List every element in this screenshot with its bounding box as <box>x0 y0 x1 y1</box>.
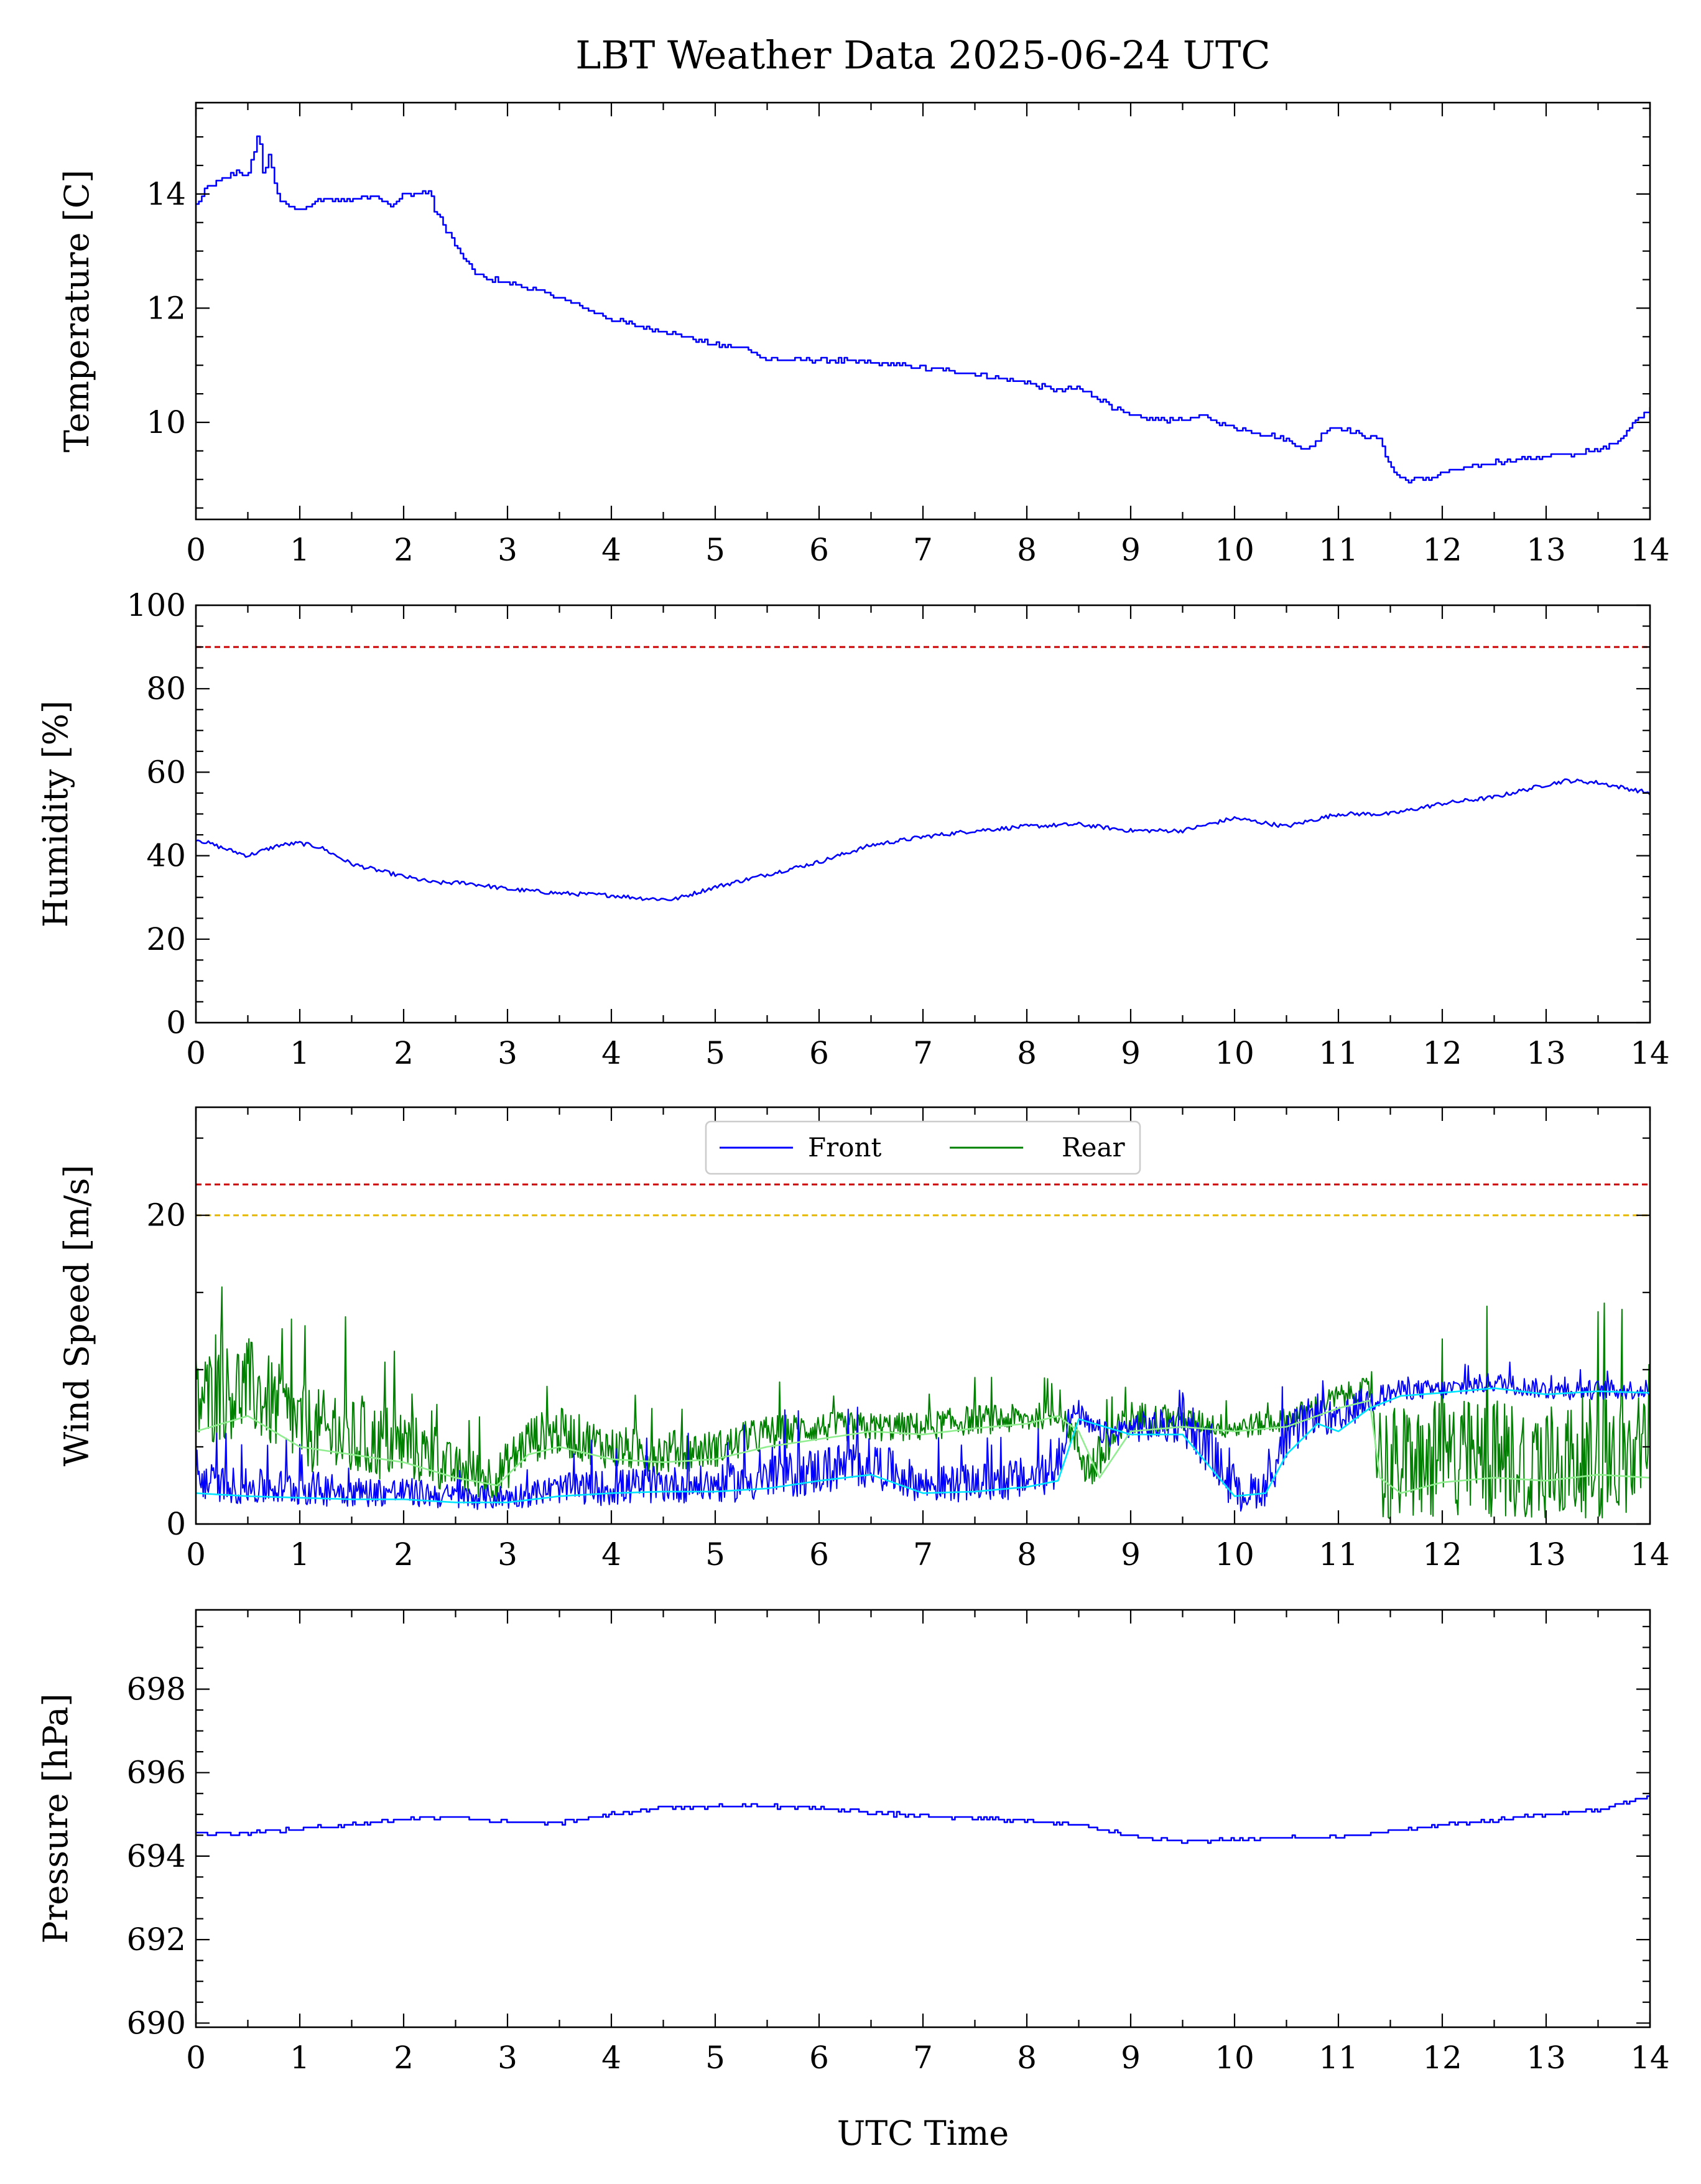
pressure-x-tick-label: 0 <box>186 2040 206 2076</box>
temperature-y-tick-label: 12 <box>146 290 186 326</box>
pressure-y-tick-label: 692 <box>127 1921 186 1958</box>
humidity-x-tick-label: 11 <box>1319 1035 1358 1071</box>
wind-speed-series-rear-average <box>196 1400 1650 1494</box>
wind-speed-y-tick-label: 0 <box>166 1506 186 1542</box>
humidity-panel: 0 1 2 3 4 5 6 7 8 9 10 11 12 13 14020406080100Humidity… <box>36 587 1670 1071</box>
humidity-y-tick-label: 100 <box>127 587 186 623</box>
chart-title: LBT Weather Data 2025-06-24 UTC <box>575 32 1270 78</box>
humidity-x-tick-label: 4 <box>601 1035 621 1071</box>
wind-speed-y-axis-label: Wind Speed [m/s] <box>57 1165 96 1467</box>
temperature-y-tick-label: 14 <box>146 176 186 212</box>
wind-speed-x-tick-label: 9 <box>1121 1536 1141 1573</box>
humidity-series-data <box>196 778 1650 901</box>
pressure-x-tick-label: 1 <box>290 2040 310 2076</box>
pressure-x-tick-label: 8 <box>1017 2040 1037 2076</box>
pressure-x-tick-label: 11 <box>1319 2040 1358 2076</box>
pressure-x-tick-label: 7 <box>913 2040 933 2076</box>
x-axis-label: UTC Time <box>837 2114 1009 2153</box>
wind-speed-x-tick-label: 14 <box>1630 1536 1670 1573</box>
humidity-x-tick-label: 5 <box>705 1035 725 1071</box>
temperature-x-tick-label: 4 <box>601 532 621 568</box>
temperature-y-axis-label: Temperature [C] <box>57 170 96 452</box>
wind-speed-x-tick-label: 1 <box>290 1536 310 1573</box>
legend-label-rear: Rear <box>1062 1132 1126 1163</box>
pressure-x-tick-label: 14 <box>1630 2040 1670 2076</box>
humidity-x-tick-label: 3 <box>498 1035 517 1071</box>
temperature-series-data <box>196 135 1650 484</box>
pressure-x-tick-label: 9 <box>1121 2040 1141 2076</box>
wind-speed-x-tick-label: 4 <box>601 1536 621 1573</box>
wind-speed-x-tick-label: 7 <box>913 1536 933 1573</box>
humidity-x-tick-label: 6 <box>809 1035 829 1071</box>
temperature-x-tick-label: 12 <box>1422 532 1462 568</box>
humidity-x-tick-label: 14 <box>1630 1035 1670 1071</box>
pressure-x-tick-label: 2 <box>394 2040 414 2076</box>
humidity-x-tick-label: 12 <box>1422 1035 1462 1071</box>
humidity-y-tick-label: 20 <box>146 921 186 957</box>
humidity-y-tick-label: 80 <box>146 671 186 707</box>
temperature-x-tick-label: 14 <box>1630 532 1670 568</box>
humidity-x-tick-label: 13 <box>1526 1035 1566 1071</box>
pressure-x-tick-label: 10 <box>1215 2040 1254 2076</box>
temperature-x-tick-label: 1 <box>290 532 310 568</box>
pressure-y-tick-label: 698 <box>127 1671 186 1707</box>
wind-speed-x-tick-label: 5 <box>705 1536 725 1573</box>
pressure-x-tick-label: 12 <box>1422 2040 1462 2076</box>
legend-box <box>705 1120 1141 1175</box>
temperature-x-tick-label: 11 <box>1319 532 1358 568</box>
pressure-x-tick-label: 5 <box>705 2040 725 2076</box>
pressure-y-axis-label: Pressure [hPa] <box>36 1693 75 1943</box>
temperature-x-tick-label: 0 <box>186 532 206 568</box>
humidity-y-tick-label: 40 <box>146 838 186 874</box>
temperature-x-tick-label: 8 <box>1017 532 1037 568</box>
humidity-y-tick-label: 0 <box>166 1005 186 1041</box>
temperature-x-tick-label: 3 <box>498 532 517 568</box>
temperature-x-tick-label: 5 <box>705 532 725 568</box>
wind-speed-x-tick-label: 10 <box>1215 1536 1254 1573</box>
humidity-x-tick-label: 8 <box>1017 1035 1037 1071</box>
humidity-x-tick-label: 9 <box>1121 1035 1141 1071</box>
temperature-x-tick-label: 6 <box>809 532 829 568</box>
wind-speed-x-tick-label: 2 <box>394 1536 414 1573</box>
humidity-x-tick-label: 2 <box>394 1035 414 1071</box>
pressure-x-tick-label: 4 <box>601 2040 621 2076</box>
pressure-y-tick-label: 696 <box>127 1755 186 1791</box>
humidity-y-tick-label: 60 <box>146 754 186 790</box>
wind-speed-series-front <box>196 1361 1650 1512</box>
humidity-y-axis-label: Humidity [%] <box>36 700 75 927</box>
wind-speed-x-tick-label: 8 <box>1017 1536 1037 1573</box>
pressure-y-tick-label: 690 <box>127 2005 186 2041</box>
pressure-x-tick-label: 3 <box>498 2040 517 2076</box>
wind-speed-x-tick-label: 13 <box>1526 1536 1566 1573</box>
wind-legend: Front Rear <box>705 1120 1141 1175</box>
humidity-x-tick-label: 7 <box>913 1035 933 1071</box>
wind-speed-x-tick-label: 6 <box>809 1536 829 1573</box>
wind-speed-x-tick-label: 0 <box>186 1536 206 1573</box>
wind-speed-x-tick-label: 12 <box>1422 1536 1462 1573</box>
temperature-x-tick-label: 2 <box>394 532 414 568</box>
temperature-x-tick-label: 7 <box>913 532 933 568</box>
pressure-x-tick-label: 13 <box>1526 2040 1566 2076</box>
temperature-x-tick-label: 10 <box>1215 532 1254 568</box>
humidity-x-tick-label: 10 <box>1215 1035 1254 1071</box>
temperature-y-tick-label: 10 <box>146 404 186 440</box>
temperature-x-tick-label: 13 <box>1526 532 1566 568</box>
pressure-panel: 0 1 2 3 4 5 6 7 8 9 10 11 12 13 14690692694696698Press… <box>36 1609 1670 2076</box>
pressure-y-tick-label: 694 <box>127 1838 186 1874</box>
pressure-series-data <box>196 1793 1650 1844</box>
temperature-x-tick-label: 9 <box>1121 532 1141 568</box>
humidity-x-tick-label: 0 <box>186 1035 206 1071</box>
wind-speed-x-tick-label: 3 <box>498 1536 517 1573</box>
humidity-x-tick-label: 1 <box>290 1035 310 1071</box>
wind-speed-x-tick-label: 11 <box>1319 1536 1358 1573</box>
wind-speed-y-tick-label: 20 <box>146 1197 186 1234</box>
legend-label-front: Front <box>808 1132 882 1163</box>
wind-speed-series-front-average <box>196 1387 1650 1503</box>
pressure-x-tick-label: 6 <box>809 2040 829 2076</box>
